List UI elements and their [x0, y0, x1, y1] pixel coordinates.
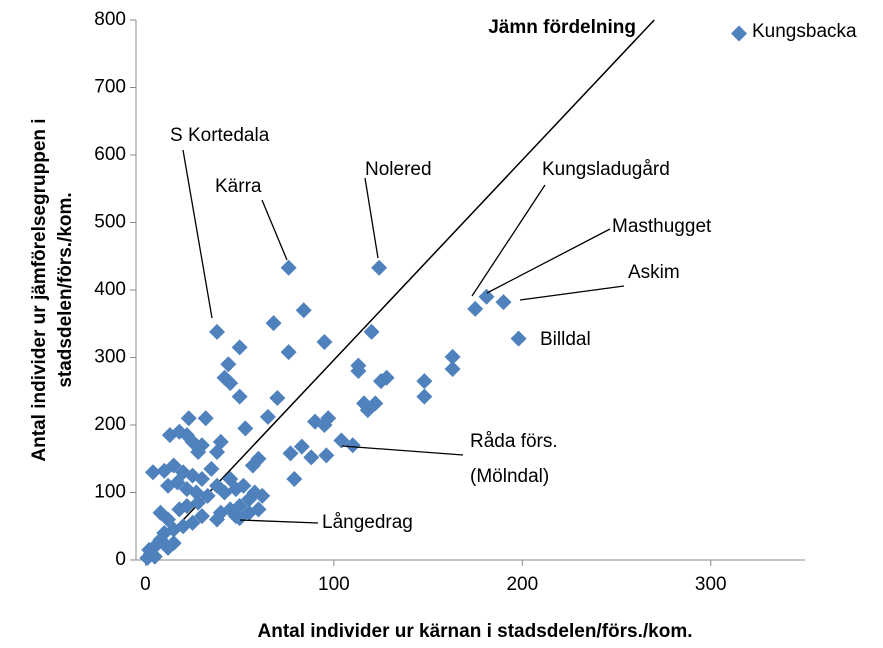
point [244, 457, 261, 474]
point [144, 464, 161, 481]
point [209, 323, 226, 340]
point [259, 408, 276, 425]
annotation: Masthugget [612, 216, 712, 237]
point [363, 323, 380, 340]
y-tick-label: 500 [94, 212, 126, 233]
point [416, 373, 433, 390]
point [160, 511, 177, 528]
y-tick-label: 0 [115, 549, 126, 570]
point [227, 508, 244, 525]
point [254, 487, 271, 504]
point [333, 432, 350, 449]
annotation: Långedrag [322, 512, 413, 533]
point [444, 348, 461, 365]
point [265, 315, 282, 332]
y-tick-label: 200 [94, 414, 126, 435]
x-axis-title: Antal individer ur kärnan i stadsdelen/f… [258, 621, 693, 642]
annotation: Kungsladugård [542, 159, 670, 180]
point [165, 457, 182, 474]
x-tick-label: 0 [140, 574, 151, 595]
x-tick-label: 200 [506, 574, 538, 595]
annotation: Råda förs. [470, 431, 558, 452]
point [731, 25, 748, 42]
point [180, 410, 197, 427]
point [220, 356, 237, 373]
point [280, 344, 297, 361]
y-tick-label: 400 [94, 279, 126, 300]
point [303, 449, 320, 466]
leader-line [341, 445, 464, 456]
point [209, 444, 226, 460]
point [235, 477, 252, 494]
point [241, 504, 258, 521]
point [295, 302, 312, 319]
x-tick-label: 100 [318, 574, 350, 595]
point [231, 388, 248, 405]
annotation: Billdal [540, 329, 591, 350]
point [316, 417, 333, 433]
y-tick-label: 700 [94, 77, 126, 98]
point [250, 501, 267, 518]
point [371, 259, 388, 276]
y-tick-label: 600 [94, 144, 126, 165]
y-tick-label: 300 [94, 347, 126, 368]
point [282, 445, 299, 462]
leader-line [486, 228, 611, 294]
point [231, 339, 248, 356]
point [193, 471, 210, 487]
y-axis-title: stadsdelen/förs./kom. [55, 192, 76, 387]
point [209, 511, 226, 528]
leader-line [471, 184, 546, 297]
point [286, 471, 303, 487]
annotation: (Mölndal) [470, 466, 549, 487]
point [359, 402, 376, 419]
point [372, 373, 389, 390]
point [350, 363, 367, 379]
point [203, 460, 220, 477]
point [467, 300, 484, 317]
point [199, 487, 216, 504]
point [510, 330, 527, 347]
point [190, 444, 207, 460]
x-tick-label: 300 [695, 574, 727, 595]
point [241, 491, 258, 508]
leader-line [239, 519, 319, 524]
annotation: Kungsbacka [752, 21, 857, 42]
y-tick-label: 800 [94, 9, 126, 30]
point [280, 259, 297, 276]
point [495, 294, 512, 311]
point [141, 541, 158, 558]
point [444, 360, 461, 377]
point [318, 447, 335, 464]
point [416, 388, 433, 405]
point [344, 437, 361, 454]
leader-line [364, 177, 379, 259]
point [269, 390, 286, 406]
point [193, 508, 210, 525]
point [293, 438, 310, 455]
point [190, 494, 207, 511]
y-tick-label: 100 [94, 482, 126, 503]
leader-line [519, 285, 625, 301]
point [165, 535, 182, 552]
point [222, 375, 239, 392]
point [316, 333, 333, 350]
point [169, 474, 186, 491]
leader-line [182, 149, 213, 319]
y-axis-title: Antal individer ur jämförelsegruppen i [29, 118, 50, 461]
annotation: S Kortedala [170, 125, 270, 146]
point [197, 410, 214, 427]
annotation: Nolered [365, 159, 432, 180]
reference-line [144, 19, 655, 561]
point [237, 420, 254, 437]
point [478, 288, 495, 305]
annotation: Askim [628, 262, 680, 283]
leader-line [261, 199, 288, 261]
annotation: Kärra [215, 176, 262, 197]
reference-line-label: Jämn fördelning [488, 17, 636, 38]
